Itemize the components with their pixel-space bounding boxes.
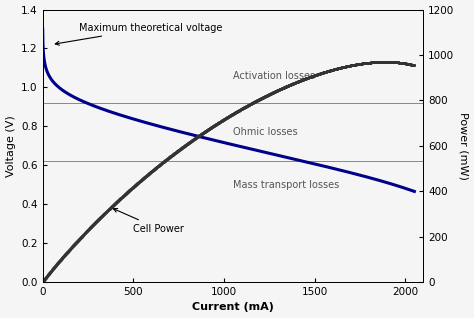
Text: Activation losses: Activation losses bbox=[233, 71, 315, 81]
Y-axis label: Power (mW): Power (mW) bbox=[458, 112, 468, 180]
Text: Mass transport losses: Mass transport losses bbox=[233, 180, 339, 190]
Text: Cell Power: Cell Power bbox=[113, 209, 184, 234]
Text: Maximum theoretical voltage: Maximum theoretical voltage bbox=[55, 23, 222, 45]
Text: Ohmic losses: Ohmic losses bbox=[233, 127, 298, 137]
Y-axis label: Voltage (V): Voltage (V) bbox=[6, 115, 16, 177]
X-axis label: Current (mA): Current (mA) bbox=[192, 302, 274, 313]
